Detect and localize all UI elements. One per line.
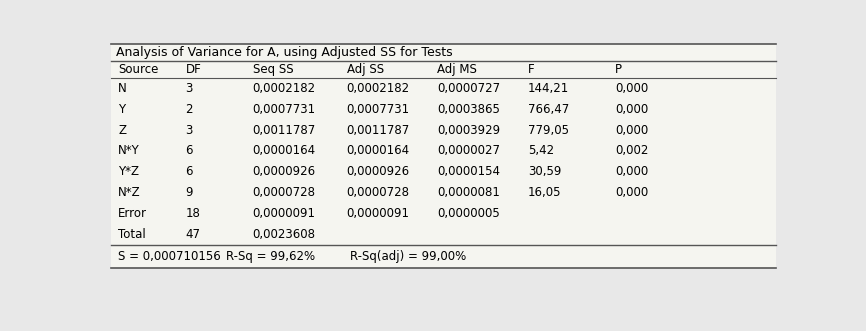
Text: 0,000: 0,000 <box>615 82 649 95</box>
Text: 0,0000027: 0,0000027 <box>437 145 500 158</box>
Text: Adj MS: Adj MS <box>437 63 477 76</box>
Text: 144,21: 144,21 <box>527 82 569 95</box>
Text: 0,000: 0,000 <box>615 186 649 199</box>
Text: 3: 3 <box>185 82 193 95</box>
Text: 47: 47 <box>185 228 200 241</box>
Text: 0,0007731: 0,0007731 <box>346 103 410 116</box>
Text: 30,59: 30,59 <box>527 165 561 178</box>
Text: 0,0002182: 0,0002182 <box>346 82 410 95</box>
Text: 0,000: 0,000 <box>615 103 649 116</box>
Text: 5,42: 5,42 <box>527 145 554 158</box>
Text: 2: 2 <box>185 103 193 116</box>
Text: N*Z: N*Z <box>119 186 141 199</box>
Text: 0,0000005: 0,0000005 <box>437 207 500 220</box>
Text: 0,0003865: 0,0003865 <box>437 103 500 116</box>
Text: DF: DF <box>185 63 201 76</box>
Text: 0,0003929: 0,0003929 <box>437 124 501 137</box>
Text: 0,0000091: 0,0000091 <box>253 207 315 220</box>
Text: R-Sq = 99,62%: R-Sq = 99,62% <box>226 250 315 262</box>
Text: Z: Z <box>119 124 126 137</box>
Text: Adj SS: Adj SS <box>346 63 384 76</box>
Text: 0,0000926: 0,0000926 <box>253 165 316 178</box>
Text: 0,000: 0,000 <box>615 124 649 137</box>
Text: P: P <box>615 63 622 76</box>
Text: 0,0000091: 0,0000091 <box>346 207 410 220</box>
Text: Y: Y <box>119 103 126 116</box>
Text: 16,05: 16,05 <box>527 186 561 199</box>
Text: Seq SS: Seq SS <box>253 63 294 76</box>
Text: 0,0002182: 0,0002182 <box>253 82 316 95</box>
Text: 0,0000926: 0,0000926 <box>346 165 410 178</box>
Text: 0,0000154: 0,0000154 <box>437 165 500 178</box>
Text: 6: 6 <box>185 165 193 178</box>
Text: 6: 6 <box>185 145 193 158</box>
Text: 0,0000164: 0,0000164 <box>346 145 410 158</box>
Text: N*Y: N*Y <box>119 145 140 158</box>
Text: 0,0011787: 0,0011787 <box>346 124 410 137</box>
Text: 0,0023608: 0,0023608 <box>253 228 315 241</box>
Text: 0,002: 0,002 <box>615 145 649 158</box>
Text: N: N <box>119 82 127 95</box>
Text: F: F <box>527 63 534 76</box>
Text: 0,0000728: 0,0000728 <box>253 186 315 199</box>
Text: 0,0007731: 0,0007731 <box>253 103 316 116</box>
Text: 3: 3 <box>185 124 193 137</box>
Text: 0,0000081: 0,0000081 <box>437 186 500 199</box>
Text: Source: Source <box>119 63 158 76</box>
Bar <box>112 44 776 268</box>
Text: Y*Z: Y*Z <box>119 165 139 178</box>
Text: Total: Total <box>119 228 146 241</box>
Text: 0,000: 0,000 <box>615 165 649 178</box>
Text: 0,0000727: 0,0000727 <box>437 82 501 95</box>
Text: 9: 9 <box>185 186 193 199</box>
Text: Error: Error <box>119 207 147 220</box>
Text: 0,0000164: 0,0000164 <box>253 145 316 158</box>
Text: 766,47: 766,47 <box>527 103 569 116</box>
Text: S = 0,000710156: S = 0,000710156 <box>119 250 221 262</box>
Text: 0,0000728: 0,0000728 <box>346 186 410 199</box>
Text: 18: 18 <box>185 207 200 220</box>
Text: Analysis of Variance for A, using Adjusted SS for Tests: Analysis of Variance for A, using Adjust… <box>116 46 453 59</box>
Text: 0,0011787: 0,0011787 <box>253 124 316 137</box>
Text: 779,05: 779,05 <box>527 124 569 137</box>
Text: R-Sq(adj) = 99,00%: R-Sq(adj) = 99,00% <box>350 250 466 262</box>
